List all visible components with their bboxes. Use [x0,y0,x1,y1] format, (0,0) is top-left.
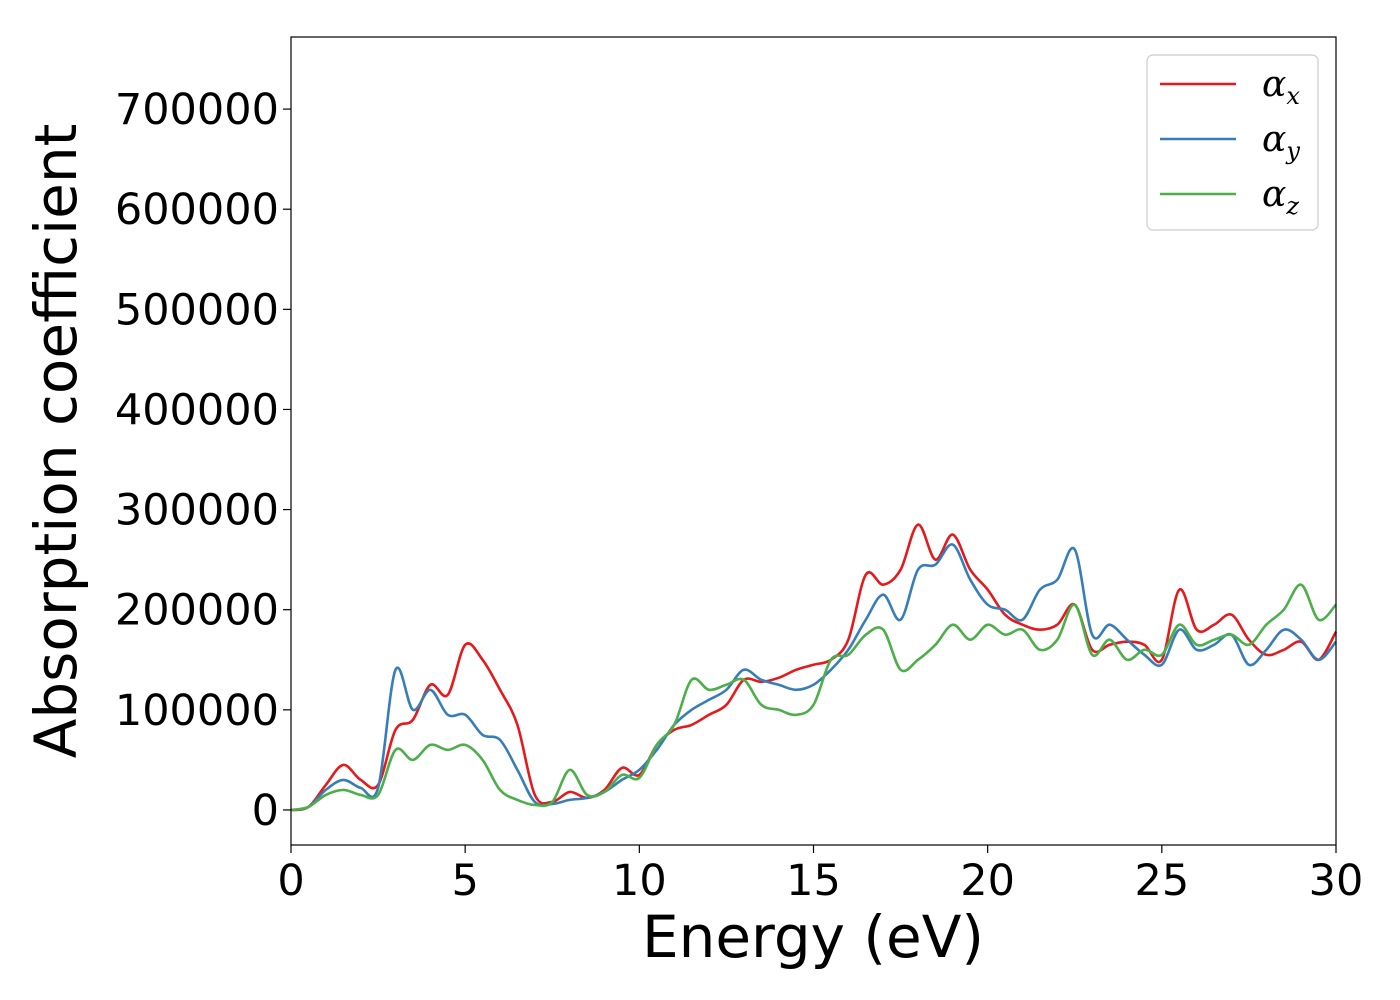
y-tick-label: 300000 [115,486,279,536]
y-axis-title: Absorption coefficient [22,124,90,759]
y-tick-label: 200000 [115,586,279,636]
x-axis-ticks: 0 5 10 15 20 25 30 [277,845,1363,906]
x-tick-label: 5 [451,856,478,906]
legend-label-y: αy [1262,119,1300,165]
x-axis-title: Energy (eV) [642,903,984,971]
legend-box [1146,54,1319,231]
x-tick-label: 30 [1309,856,1364,906]
y-tick-label: 0 [252,786,279,836]
y-tick-label: 100000 [115,686,279,736]
y-tick-label: 400000 [115,385,279,435]
legend-label-x: αx [1262,64,1300,110]
series-layer [290,523,1338,812]
y-tick-label: 500000 [115,285,279,335]
y-tick-label: 600000 [115,185,279,235]
series-line-z [290,583,1337,812]
x-tick-label: 15 [786,856,841,906]
x-tick-label: 10 [612,856,667,906]
series-line-y [290,543,1338,812]
y-tick-label: 700000 [115,85,279,135]
series-line-x [290,523,1338,812]
x-tick-label: 20 [960,856,1015,906]
x-tick-label: 25 [1134,856,1189,906]
y-axis-ticks: 0 100000 200000 300000 400000 500000 600000 700… [115,85,291,836]
x-tick-label: 0 [277,856,304,906]
